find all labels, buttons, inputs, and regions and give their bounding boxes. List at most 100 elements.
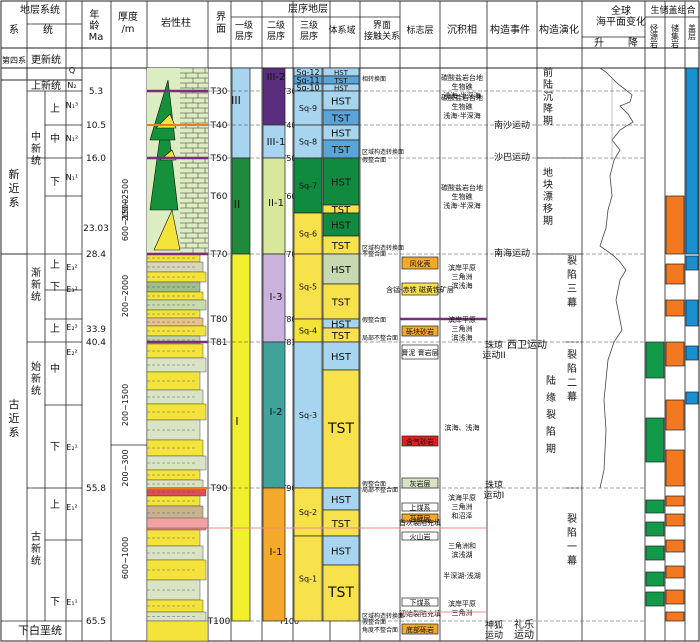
contact-label: 假整合面 [362,316,386,324]
surface-label-seq: T50 [280,154,296,163]
series-miocene: 中新统 [31,130,41,167]
third-order-label: Sq-12 [296,68,319,77]
contact-label: 假整合面 [362,618,386,626]
contact-label: 相转换面 [362,75,386,83]
subseries-code: E₂¹ [66,443,77,452]
hst-label: HST [331,178,352,189]
header-reservoir: 储集岩 [671,23,680,49]
age-value: 33.9 [86,325,106,335]
header-age: 年 龄 Ma [89,8,104,43]
system-paleogene-char: 古 [9,398,20,411]
marker-label: 风化壳 [410,259,431,268]
second-order-label: III-1 [267,137,286,148]
lithology-bed [146,299,207,311]
header-sea-level: 全球海平面变化 [596,4,646,28]
evolution-rift2-char: 二 [567,378,577,389]
lithology-bed [146,455,207,471]
lithology-neogene-bg [147,68,208,254]
subseries-label: 下 [50,282,60,293]
age-value: 16.0 [86,154,106,164]
facies-label: 浅海-半深海 [443,111,481,120]
contact-label: 区域构造转换面 [362,148,404,156]
evolution-margin-rift-char: 陷 [546,425,556,438]
reservoir-band [665,611,685,622]
subseries-label: 上 [50,323,60,335]
third-order-label: Sq-8 [299,138,317,147]
third-order-label: Sq-11 [296,76,319,85]
marker-bed [401,531,439,541]
facies-label: 生物礁 [452,192,473,201]
third-order-label: Sq-3 [299,411,317,420]
third-order-sequence [293,253,323,320]
evolution-rift2-char: 幕 [567,390,577,403]
thickness-value: 200~300 [121,449,130,486]
system-neogene: 新近系 [9,167,20,209]
reservoir-band [665,263,685,285]
subseries-code: N₁¹ [66,173,78,182]
series-miocene-char: 新 [31,142,41,155]
facies-label: 滨浅海 [452,333,473,342]
hst-label: HST [331,97,352,108]
seal-band [685,345,699,361]
systems-tract-tst [322,509,360,537]
surface-label-seq: T90 [280,484,296,493]
facies-label: 三角洲和 [448,541,476,550]
source-rock-band [645,521,665,537]
facies-label: 滨岸平原 [448,599,476,608]
system-neogene-char: 新 [9,167,20,181]
header-sequence-strat: 层序地层 [288,2,328,15]
header-events: 构造事件 [490,23,530,36]
system-paleogene-char: 系 [9,426,20,439]
surface-label-seq: T100 [278,617,299,626]
marker-bed [401,623,439,635]
thickness-value: 600~1000 [121,537,130,579]
age-value: 10.5 [86,121,106,131]
marker-bed [401,597,439,607]
code-quaternary: Q [69,66,75,75]
header-age-word: 年 [89,8,99,21]
lithology-bed [146,271,207,283]
header-second-order: 二级层序 [267,19,285,42]
tectonic-event: 运动II [482,350,505,361]
evolution-drift-char: 块 [543,179,553,191]
series-paleocene-char: 古 [31,530,41,543]
subseries-label: 下 [50,597,60,608]
marker-bed [401,256,439,270]
sea-level-curve [599,67,634,489]
series-eocene: 始新统 [31,360,41,397]
third-order-sequence [293,341,323,489]
surface-label: T70 [210,250,228,260]
tst-label: TST [327,421,354,437]
marker-label: 砾块砂岩 [406,327,434,336]
marker-bed [401,513,439,523]
second-order-label: I-1 [270,547,283,558]
reservoir-band [665,195,685,255]
first-order-label: II [234,198,241,211]
marker-label: 膏泥 膏岩层 [401,348,438,357]
header-petroleum: 生储盖组合 [650,4,695,16]
system-paleogene: 古近系 [9,398,20,439]
source-rock-band [645,417,665,463]
series-oligocene-char: 统 [31,290,41,303]
evolution-margin-rift-char: 裂 [546,408,556,421]
hst-label: HST [331,547,352,558]
facies-label: 滨浅湖 [452,550,473,559]
surface-label-seq: T60 [280,192,296,201]
subseries-label: 中 [50,132,60,145]
marker-label: 含锰-赤铁 磁黄铁矿层 [386,285,454,294]
system-quaternary: 第四系 [2,55,26,65]
reservoir-band [665,495,685,507]
third-order-label: Sq-4 [299,327,317,336]
marker-bed [401,435,439,447]
tectonic-event: 南海运动 [494,247,530,259]
marker-label: 底部砾岩 [406,625,434,634]
marker-label: 含气砂岩 [406,437,434,446]
evolution-drift-char: 移 [543,202,553,215]
lithology-bed [146,403,207,421]
surface-label-seq: T80 [280,315,296,324]
evolution-rift3-char: 幕 [567,296,577,309]
tst-label: TST [331,114,351,125]
reservoir-band [665,341,685,367]
third-order-label: Sq-6 [299,230,317,239]
